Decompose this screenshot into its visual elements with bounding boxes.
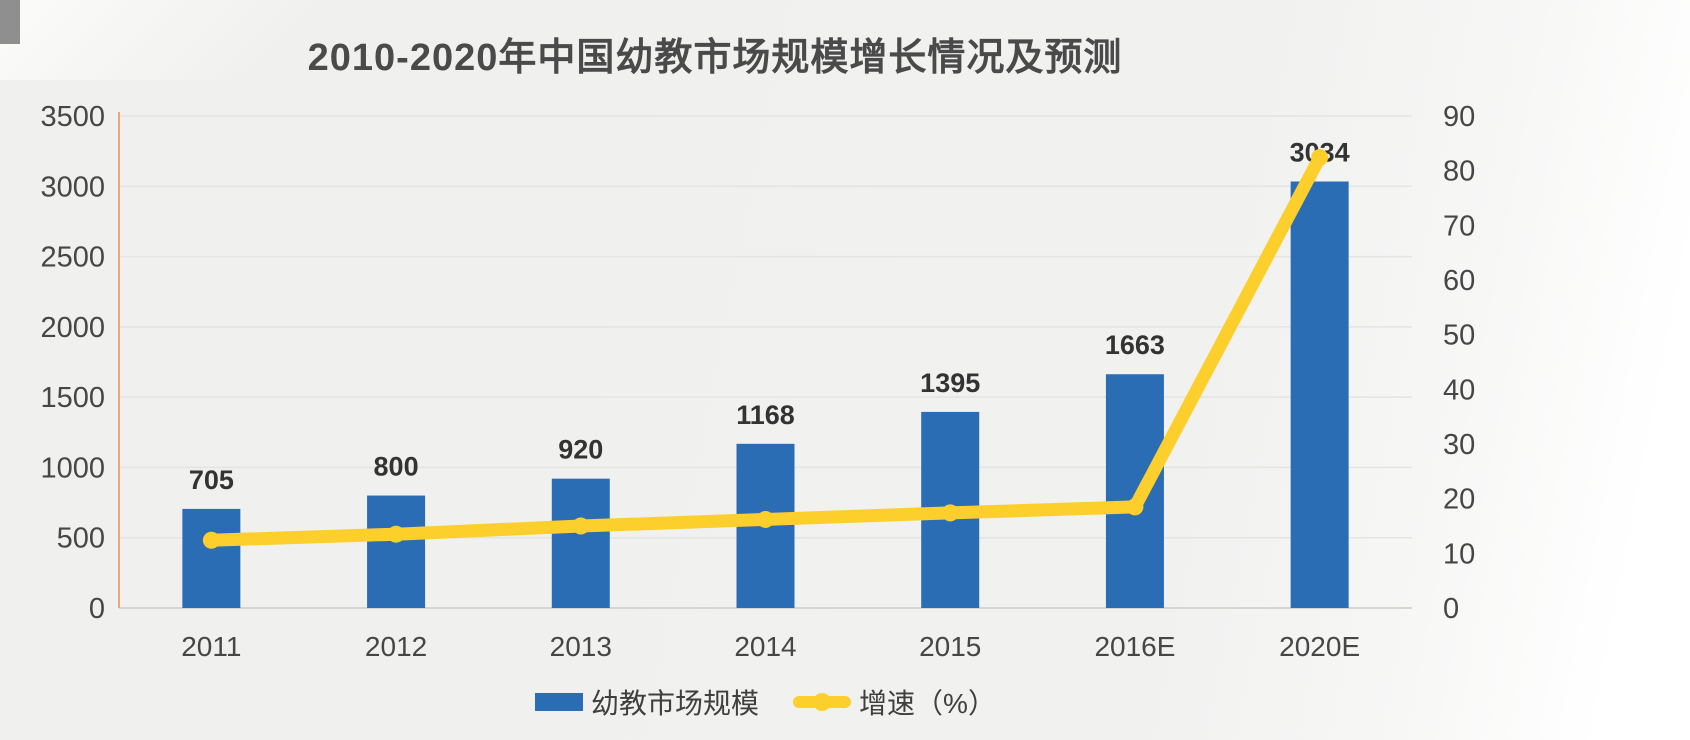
bar-value-label: 1663 (1105, 330, 1165, 360)
right-axis-tick: 20 (1443, 484, 1475, 516)
left-axis-tick: 2500 (40, 242, 105, 274)
x-axis-label: 2011 (181, 631, 241, 662)
x-axis-label: 2016E (1094, 631, 1175, 662)
legend-item-bar-series: 幼教市场规模 (535, 682, 759, 722)
left-axis-tick: 3000 (40, 171, 105, 203)
x-axis-label: 2015 (919, 631, 981, 662)
right-axis-tick: 90 (1443, 101, 1475, 133)
page-corner-fragment (0, 0, 20, 44)
line-marker-2013 (572, 517, 590, 535)
bar-series-swatch-icon (535, 693, 584, 711)
bar-2016E (1105, 374, 1164, 608)
right-axis-tick: 70 (1443, 210, 1475, 242)
left-axis-tick: 500 (57, 523, 105, 555)
x-axis-label: 2013 (550, 631, 612, 662)
left-axis-tick: 1500 (40, 382, 105, 414)
bar-value-label: 1168 (736, 400, 795, 430)
line-marker-2011 (202, 531, 220, 549)
line-marker-2016E (1126, 498, 1144, 516)
right-axis-tick: 10 (1443, 538, 1475, 570)
right-axis-tick: 60 (1443, 265, 1475, 297)
bar-value-label: 705 (189, 465, 234, 495)
bar-2011 (182, 508, 241, 608)
right-axis-tick: 0 (1443, 593, 1459, 625)
left-axis-tick: 3500 (40, 101, 105, 133)
line-marker-2015 (941, 504, 959, 522)
line-marker-2012 (387, 525, 405, 543)
bar-value-label: 920 (558, 435, 603, 465)
left-axis-tick: 0 (89, 593, 105, 625)
bar-2012 (367, 495, 426, 608)
x-axis-label: 2020E (1279, 631, 1360, 662)
x-axis-label: 2014 (734, 631, 796, 662)
bar-value-label: 800 (374, 452, 419, 482)
line-marker-2020E (1311, 149, 1329, 167)
bar-2013 (551, 478, 610, 608)
legend-label-bar-series: 幼教市场规模 (591, 688, 760, 719)
right-axis-tick: 30 (1443, 429, 1475, 461)
line-marker-2014 (757, 510, 774, 528)
right-axis-tick: 80 (1443, 156, 1475, 188)
legend-label-line-series: 增速（%） (859, 688, 996, 719)
bar-2020E (1290, 181, 1349, 608)
line-series-marker-icon (813, 693, 832, 711)
legend-item-line-series: 增速（%） (793, 682, 996, 722)
chart-title: 2010-2020年中国幼教市场规模增长情况及预测 (307, 37, 1123, 79)
right-axis-tick: 50 (1443, 320, 1475, 352)
bar-value-label: 1395 (920, 368, 980, 398)
left-axis-tick: 2000 (40, 312, 105, 344)
x-axis-label: 2012 (365, 631, 427, 662)
line-series-swatch-icon (793, 693, 852, 711)
left-axis-tick: 1000 (40, 452, 105, 484)
right-axis-tick: 40 (1443, 374, 1475, 406)
chart-legend: 幼教市场规模 增速（%） (119, 682, 1412, 722)
